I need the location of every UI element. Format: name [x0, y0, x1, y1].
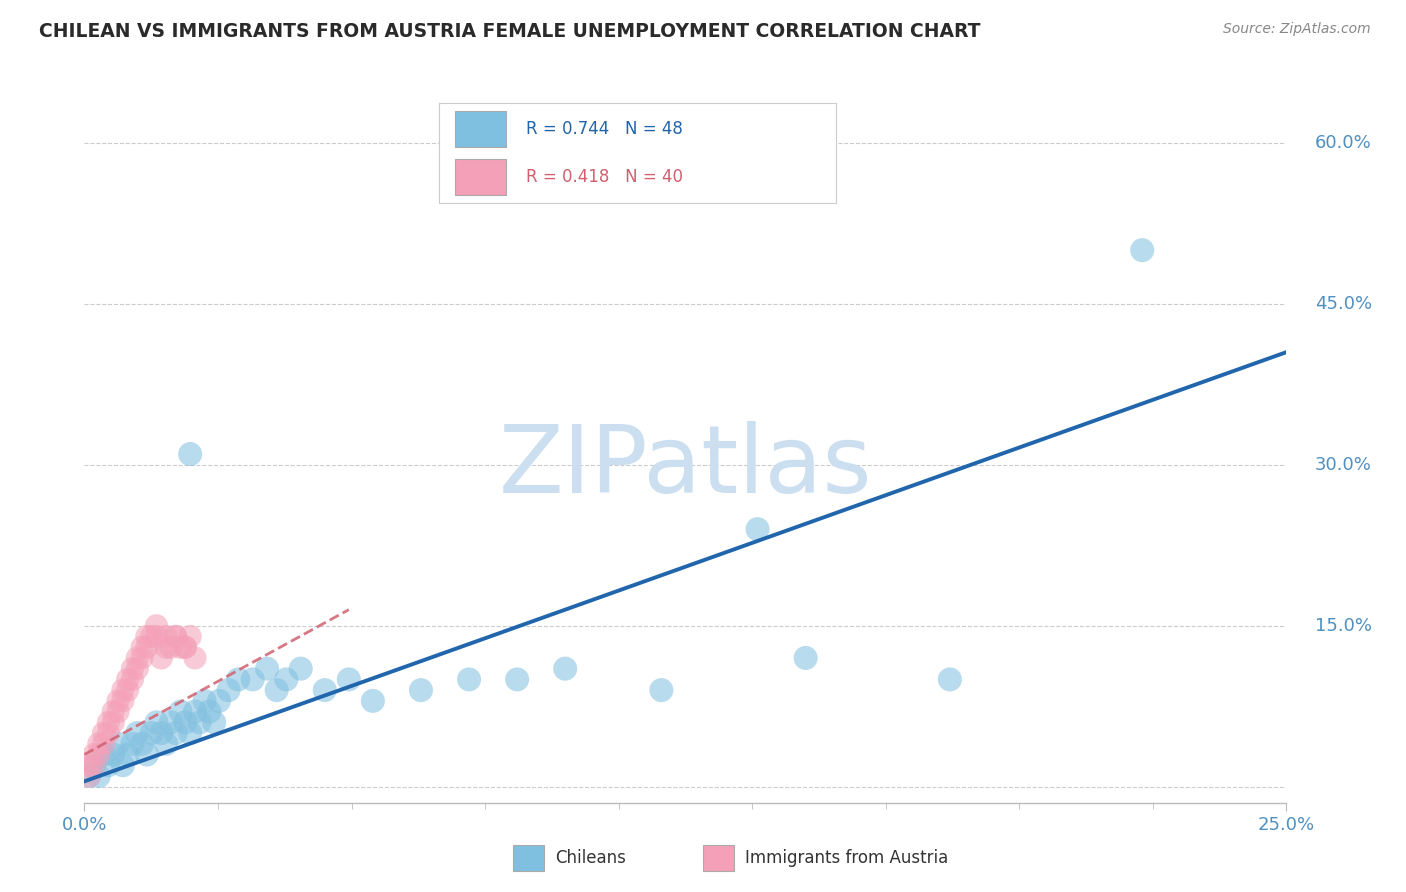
Text: 15.0%: 15.0%: [1315, 616, 1372, 635]
Point: [135, 630, 157, 644]
Point: [121, 737, 143, 751]
Point: [266, 683, 288, 698]
Point: [256, 662, 278, 676]
Point: [179, 447, 201, 461]
Point: [165, 630, 187, 644]
Point: [361, 694, 384, 708]
Point: [107, 705, 129, 719]
Point: [87, 769, 110, 783]
Text: 45.0%: 45.0%: [1315, 295, 1372, 313]
Point: [97, 715, 120, 730]
Point: [121, 662, 143, 676]
Point: [127, 662, 149, 676]
Point: [458, 673, 481, 687]
Point: [97, 726, 120, 740]
Point: [131, 640, 153, 655]
Point: [939, 673, 962, 687]
Point: [506, 673, 529, 687]
Point: [83, 758, 105, 772]
Point: [174, 640, 197, 655]
Point: [160, 640, 183, 655]
Point: [155, 640, 177, 655]
Point: [202, 715, 225, 730]
Point: [314, 683, 336, 698]
Point: [127, 651, 149, 665]
Point: [208, 694, 231, 708]
Point: [198, 705, 221, 719]
Point: [169, 640, 191, 655]
Text: ZIPatlas: ZIPatlas: [499, 421, 872, 514]
Point: [165, 630, 187, 644]
Point: [150, 726, 173, 740]
Point: [794, 651, 817, 665]
Point: [141, 630, 163, 644]
Point: [103, 705, 125, 719]
Text: 30.0%: 30.0%: [1315, 456, 1371, 474]
Point: [103, 747, 125, 762]
Point: [117, 747, 139, 762]
Point: [87, 737, 110, 751]
Point: [93, 726, 115, 740]
Point: [179, 726, 201, 740]
Point: [188, 715, 211, 730]
Point: [107, 694, 129, 708]
Point: [160, 715, 183, 730]
Text: Chileans: Chileans: [555, 849, 626, 867]
Point: [93, 747, 115, 762]
Point: [145, 715, 167, 730]
Point: [87, 747, 110, 762]
Text: CHILEAN VS IMMIGRANTS FROM AUSTRIA FEMALE UNEMPLOYMENT CORRELATION CHART: CHILEAN VS IMMIGRANTS FROM AUSTRIA FEMAL…: [39, 22, 981, 41]
Point: [111, 683, 134, 698]
Point: [290, 662, 312, 676]
Point: [1130, 243, 1153, 257]
Point: [131, 737, 153, 751]
Point: [141, 726, 163, 740]
Point: [650, 683, 672, 698]
Point: [135, 640, 157, 655]
Point: [97, 758, 120, 772]
Point: [155, 630, 177, 644]
Point: [169, 705, 191, 719]
Point: [117, 673, 139, 687]
Point: [409, 683, 432, 698]
Point: [218, 683, 240, 698]
Point: [103, 715, 125, 730]
Text: Immigrants from Austria: Immigrants from Austria: [745, 849, 949, 867]
Point: [107, 737, 129, 751]
Point: [747, 522, 769, 536]
Text: 60.0%: 60.0%: [1315, 134, 1371, 152]
Point: [145, 619, 167, 633]
Point: [276, 673, 298, 687]
Point: [131, 651, 153, 665]
Point: [135, 747, 157, 762]
Point: [93, 737, 115, 751]
Point: [184, 651, 207, 665]
Point: [184, 705, 207, 719]
Point: [150, 651, 173, 665]
Point: [77, 769, 100, 783]
Point: [77, 758, 100, 772]
Text: Source: ZipAtlas.com: Source: ZipAtlas.com: [1223, 22, 1371, 37]
Point: [127, 726, 149, 740]
Point: [111, 694, 134, 708]
Point: [83, 747, 105, 762]
Point: [111, 758, 134, 772]
Point: [77, 769, 100, 783]
Point: [179, 630, 201, 644]
Point: [117, 683, 139, 698]
Point: [554, 662, 576, 676]
Point: [165, 726, 187, 740]
Point: [155, 737, 177, 751]
Point: [145, 630, 167, 644]
Point: [337, 673, 360, 687]
Point: [121, 673, 143, 687]
Point: [174, 640, 197, 655]
Point: [83, 758, 105, 772]
Point: [174, 715, 197, 730]
Point: [194, 694, 217, 708]
Point: [242, 673, 264, 687]
Point: [226, 673, 249, 687]
